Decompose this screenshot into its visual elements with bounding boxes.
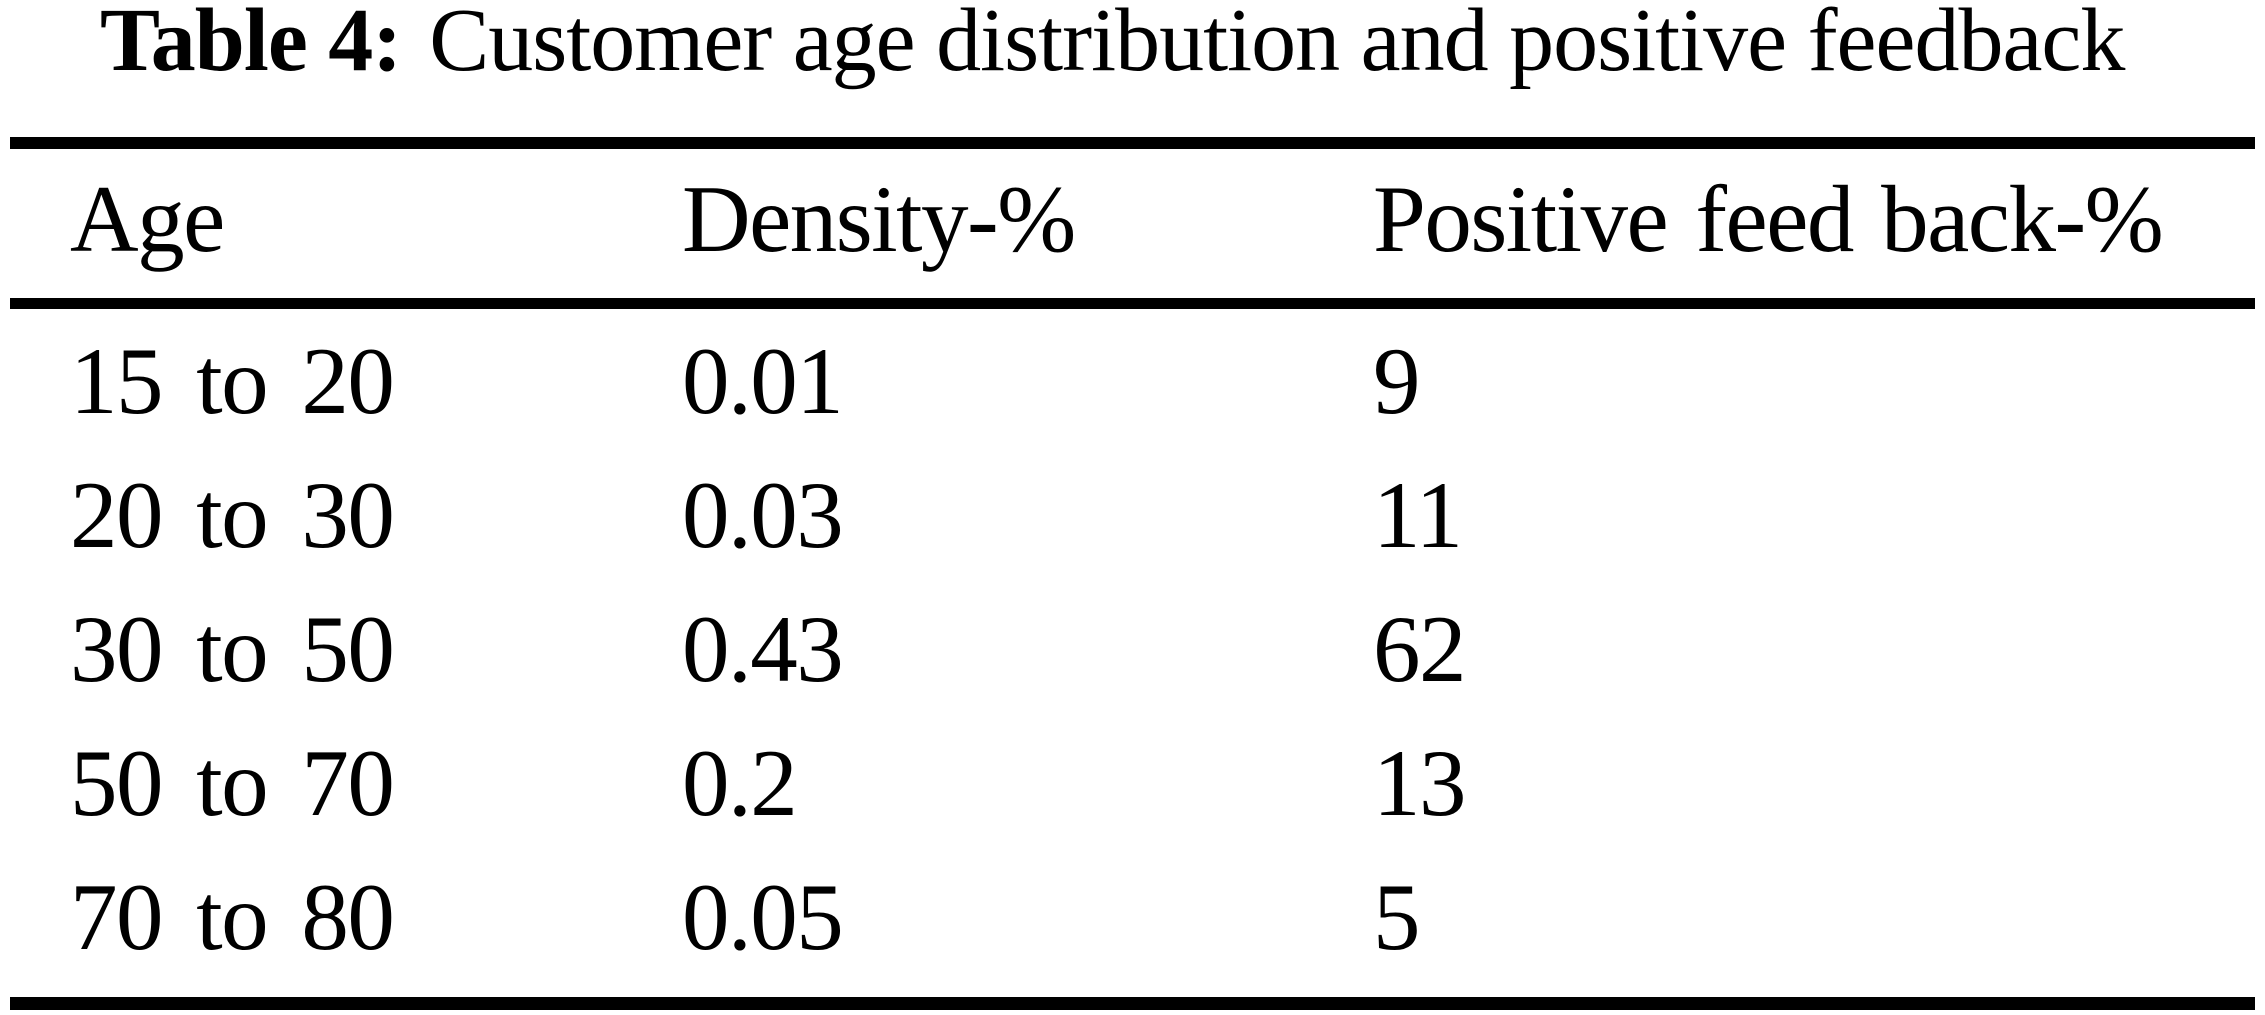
age-cell: 15 to 20 bbox=[70, 328, 395, 434]
column-header-feedback: Positive feed back-% bbox=[1373, 166, 2164, 272]
density-cell: 0.05 bbox=[682, 864, 844, 970]
feedback-cell: 5 bbox=[1373, 864, 1421, 970]
caption-title: Customer age distribution and positive f… bbox=[429, 0, 2125, 90]
bottom-rule bbox=[10, 997, 2255, 1010]
feedback-cell: 9 bbox=[1373, 328, 1421, 434]
table-caption: Table 4: Customer age distribution and po… bbox=[100, 0, 2125, 86]
header-rule bbox=[10, 298, 2255, 309]
density-cell: 0.43 bbox=[682, 596, 844, 702]
top-rule bbox=[10, 137, 2255, 149]
density-cell: 0.2 bbox=[682, 730, 798, 836]
age-cell: 20 to 30 bbox=[70, 462, 395, 568]
feedback-cell: 13 bbox=[1373, 730, 1467, 836]
density-cell: 0.01 bbox=[682, 328, 844, 434]
column-header-density: Density-% bbox=[682, 166, 1076, 272]
age-cell: 70 to 80 bbox=[70, 864, 395, 970]
feedback-cell: 11 bbox=[1373, 462, 1463, 568]
density-cell: 0.03 bbox=[682, 462, 844, 568]
column-header-age: Age bbox=[70, 166, 225, 272]
age-cell: 50 to 70 bbox=[70, 730, 395, 836]
feedback-cell: 62 bbox=[1373, 596, 1467, 702]
age-cell: 30 to 50 bbox=[70, 596, 395, 702]
caption-label: Table 4: bbox=[100, 0, 402, 90]
